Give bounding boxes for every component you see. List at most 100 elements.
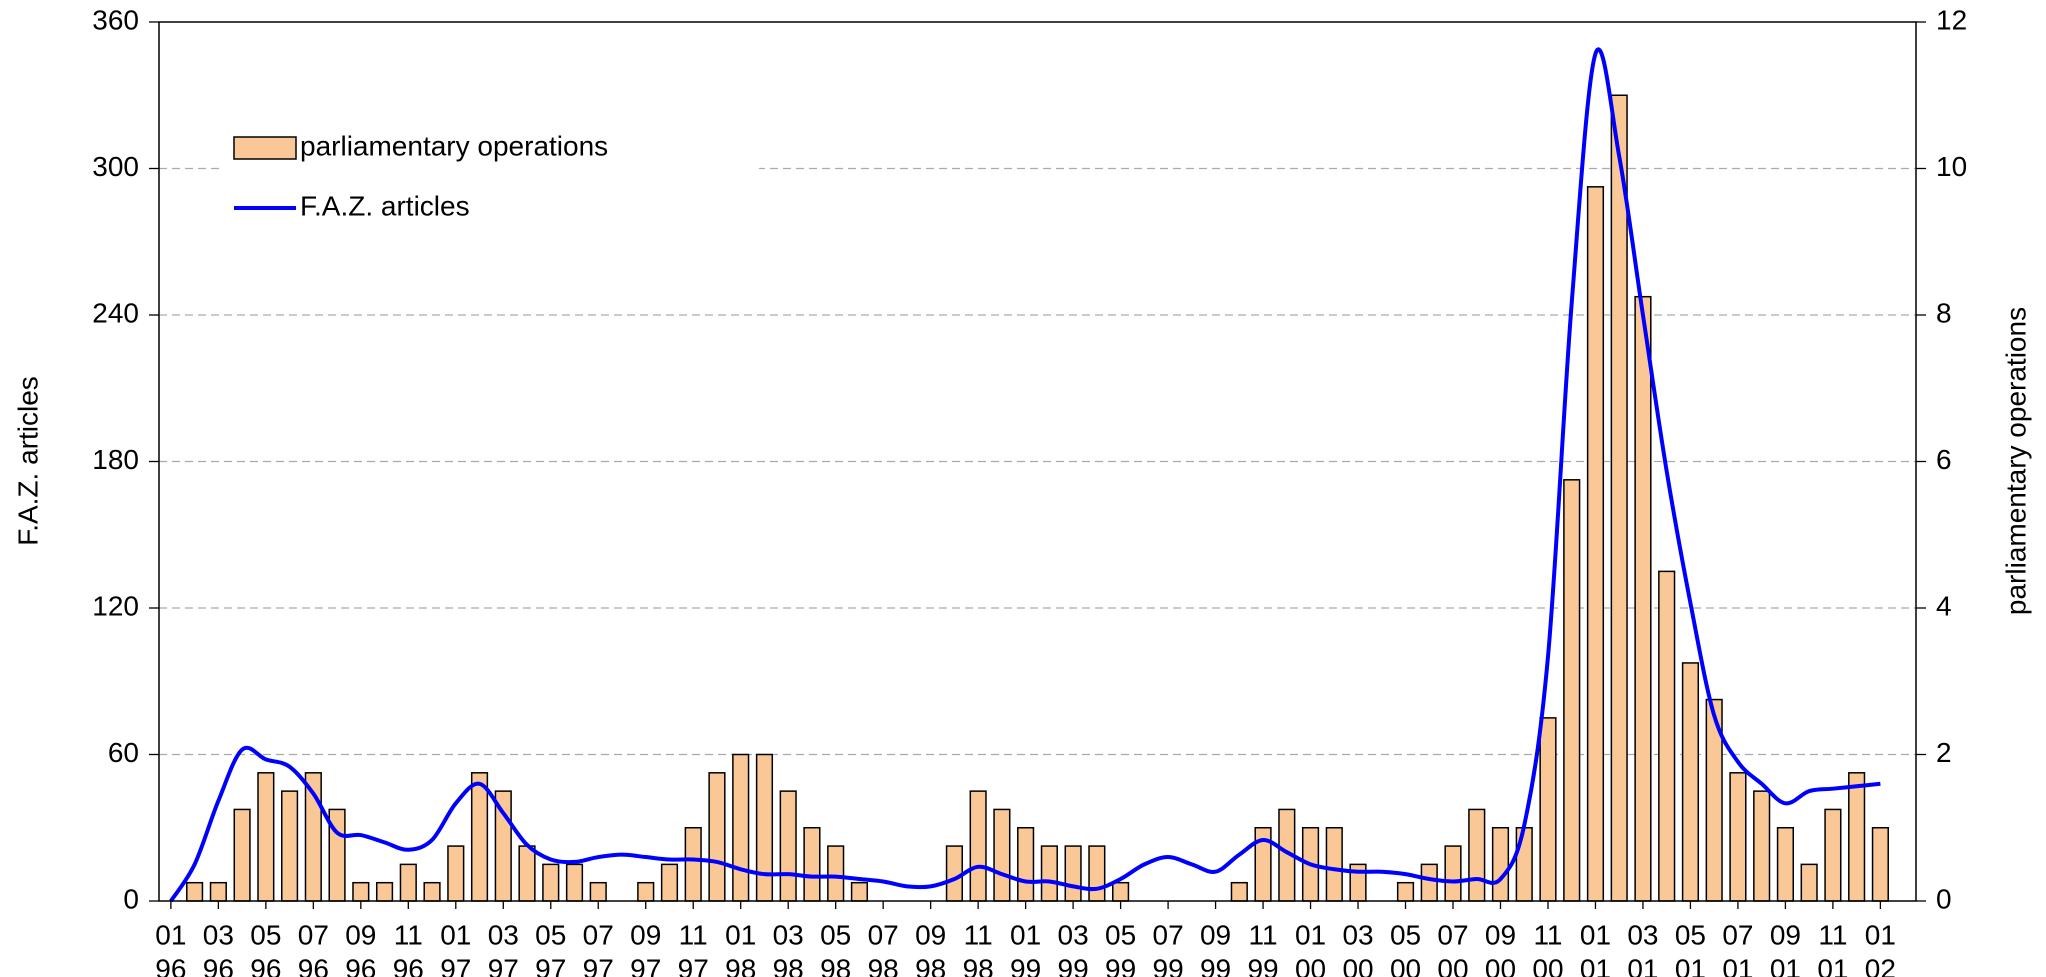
bar: [969, 790, 987, 902]
x-tick-label: 98: [915, 953, 946, 977]
x-tick-label: 03: [1058, 919, 1089, 950]
x-tick-label: 05: [1105, 919, 1136, 950]
x-tick-label: 97: [583, 953, 614, 977]
x-tick-label: 01: [1722, 953, 1753, 977]
x-tick-label: 03: [1342, 919, 1373, 950]
y-axis-title: F.A.Z. articles: [12, 376, 43, 546]
x-tick-label: 09: [630, 919, 661, 950]
bar: [1112, 881, 1130, 902]
y-tick-label: 0: [123, 883, 139, 914]
x-tick-label: 01: [155, 919, 186, 950]
bar: [186, 881, 204, 902]
bar: [1040, 845, 1058, 902]
x-tick-label: 05: [1390, 919, 1421, 950]
x-tick-label: 98: [725, 953, 756, 977]
bar: [518, 845, 536, 902]
x-tick-label: 99: [1105, 953, 1136, 977]
bar: [1017, 827, 1035, 902]
x-tick-label: 01: [1675, 953, 1706, 977]
bar: [993, 808, 1011, 902]
x-tick-label: 96: [203, 953, 234, 977]
bar: [470, 772, 489, 902]
x-tick-label: 98: [963, 953, 994, 977]
x-tick-label: 00: [1437, 953, 1468, 977]
x-tick-label: 07: [1437, 919, 1468, 950]
bar: [1563, 479, 1581, 902]
bar: [1515, 827, 1533, 902]
x-tick-label: 99: [1010, 953, 1041, 977]
x-tick-label: 11: [1249, 919, 1278, 950]
bar: [1729, 772, 1747, 902]
bar: [850, 881, 869, 902]
bar: [1848, 772, 1866, 902]
x-tick-label: 98: [820, 953, 851, 977]
y-tick-label: 360: [92, 4, 139, 35]
bar: [423, 881, 441, 902]
x-tick-label: 05: [1675, 919, 1706, 950]
y2-tick-label: 12: [1936, 4, 1967, 35]
bar: [1753, 790, 1771, 902]
bar: [542, 863, 560, 902]
y-tick-label: 300: [92, 151, 139, 182]
bar: [1468, 808, 1486, 902]
x-tick-label: 02: [1865, 953, 1896, 977]
bar: [1634, 295, 1652, 902]
bar: [352, 881, 370, 902]
x-tick-label: 96: [393, 953, 424, 977]
bar: [732, 753, 750, 902]
bar: [803, 827, 821, 902]
x-tick-label: 05: [820, 919, 851, 950]
bar: [1610, 94, 1628, 902]
x-tick-label: 01: [1580, 919, 1611, 950]
bar: [399, 863, 417, 902]
x-tick-label: 03: [1627, 919, 1658, 950]
x-tick-label: 07: [1153, 919, 1184, 950]
x-tick-label: 96: [298, 953, 329, 977]
y-tick-label: 180: [92, 444, 139, 475]
bar: [1064, 845, 1082, 902]
bar: [257, 772, 275, 902]
x-tick-label: 97: [535, 953, 566, 977]
x-tick-label: 00: [1390, 953, 1421, 977]
x-tick-label: 11: [1818, 919, 1847, 950]
bar: [779, 790, 797, 902]
x-tick-label: 00: [1532, 953, 1563, 977]
x-tick-label: 09: [1485, 919, 1516, 950]
x-tick-label: 97: [678, 953, 709, 977]
bar: [1230, 881, 1248, 902]
y2-tick-label: 6: [1936, 444, 1952, 475]
y2-tick-label: 2: [1936, 737, 1952, 768]
x-tick-label: 98: [773, 953, 804, 977]
y-tick-label: 240: [92, 297, 139, 328]
x-tick-label: 09: [1200, 919, 1231, 950]
x-tick-label: 97: [440, 953, 471, 977]
bar: [827, 845, 845, 902]
x-tick-label: 11: [964, 919, 993, 950]
x-tick-label: 01: [1010, 919, 1041, 950]
bar: [1396, 881, 1415, 902]
x-tick-label: 01: [1627, 953, 1658, 977]
x-tick-label: 01: [1770, 953, 1801, 977]
bar: [1325, 827, 1343, 902]
line: [169, 47, 1881, 903]
x-tick-label: 05: [250, 919, 281, 950]
bar: [1444, 845, 1462, 902]
x-tick-label: 07: [298, 919, 329, 950]
bar: [637, 881, 655, 902]
bar: [684, 827, 702, 902]
x-tick-label: 09: [1770, 919, 1801, 950]
x-tick-label: 07: [868, 919, 899, 950]
y2-tick-label: 0: [1936, 883, 1952, 914]
x-tick-label: 99: [1200, 953, 1231, 977]
bar: [1491, 827, 1510, 902]
x-tick-label: 03: [773, 919, 804, 950]
bar: [1871, 827, 1889, 902]
x-tick-label: 99: [1058, 953, 1089, 977]
x-tick-label: 98: [868, 953, 899, 977]
x-tick-label: 11: [394, 919, 423, 950]
x-tick-label: 01: [1580, 953, 1611, 977]
bar: [375, 881, 394, 902]
bar: [1681, 662, 1700, 902]
x-tick-label: 09: [915, 919, 946, 950]
